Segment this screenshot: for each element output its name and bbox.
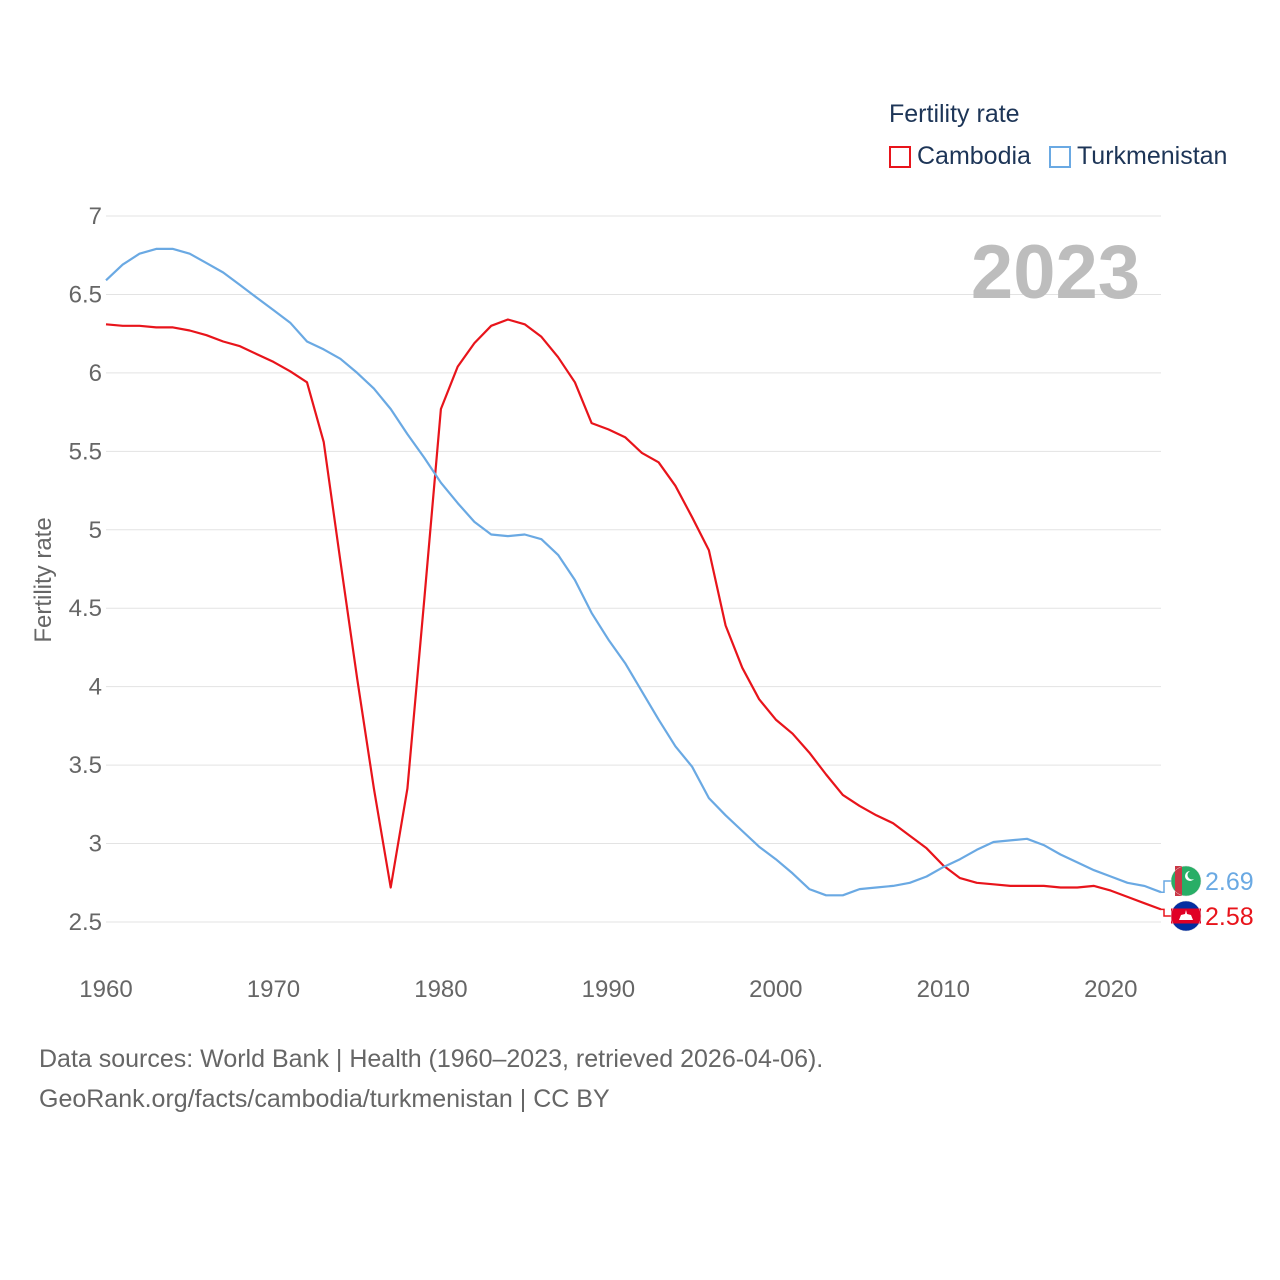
legend-label-turkmenistan: Turkmenistan — [1076, 142, 1228, 170]
legend-swatch-turkmenistan — [1048, 145, 1071, 168]
legend-item-cambodia[interactable]: Cambodia — [889, 142, 1031, 171]
x-tick-label: 2010 — [917, 976, 970, 1003]
y-tick-label: 6.5 — [69, 281, 102, 308]
x-tick-label: 1970 — [247, 976, 300, 1003]
y-tick-label: 4.5 — [69, 595, 102, 622]
y-axis-ticks: 2.5 3 3.5 4 4.5 5 5.5 6 6.5 7 — [69, 203, 102, 936]
footer-link[interactable]: GeoRank.org/facts/cambodia/turkmenistan … — [39, 1085, 610, 1113]
grid-lines — [106, 215, 1161, 923]
x-axis-ticks: 1960 1970 1980 1990 2000 2010 2020 — [79, 976, 1137, 1003]
y-tick-label: 5.5 — [69, 438, 102, 465]
legend: Cambodia Turkmenistan — [889, 142, 1245, 171]
legend-title: Fertility rate — [889, 100, 1020, 128]
y-tick-label: 3 — [89, 831, 102, 858]
end-value-cambodia: 2.58 — [1205, 903, 1254, 931]
legend-label-cambodia: Cambodia — [917, 142, 1031, 170]
flag-icon-cambodia — [1170, 900, 1202, 932]
y-tick-label: 4 — [89, 674, 102, 701]
end-value-turkmenistan: 2.69 — [1205, 868, 1254, 896]
y-tick-label: 7 — [89, 203, 102, 230]
x-tick-label: 1990 — [582, 976, 635, 1003]
x-tick-label: 1980 — [414, 976, 467, 1003]
x-tick-label: 2000 — [749, 976, 802, 1003]
series-line-turkmenistan — [105, 247, 1162, 897]
legend-swatch-cambodia — [889, 145, 911, 168]
flag-icon-turkmenistan — [1170, 865, 1202, 897]
end-connector-cambodia — [1161, 908, 1171, 917]
x-tick-label: 2020 — [1084, 976, 1137, 1003]
end-connector-turkmenistan — [1161, 880, 1171, 893]
x-tick-label: 1960 — [79, 976, 132, 1003]
legend-item-turkmenistan[interactable]: Turkmenistan — [1048, 142, 1228, 171]
y-axis-title: Fertility rate — [30, 517, 57, 642]
footer-sources: Data sources: World Bank | Health (1960–… — [39, 1045, 824, 1073]
series-end-labels: 2.58 2.69 — [1161, 865, 1254, 932]
y-tick-label: 6 — [89, 360, 102, 387]
y-tick-label: 2.5 — [69, 909, 102, 936]
y-tick-label: 5 — [89, 517, 102, 544]
y-tick-label: 3.5 — [69, 752, 102, 779]
series-lines — [105, 247, 1162, 911]
year-watermark: 2023 — [971, 230, 1140, 315]
series-line-cambodia — [105, 318, 1162, 911]
